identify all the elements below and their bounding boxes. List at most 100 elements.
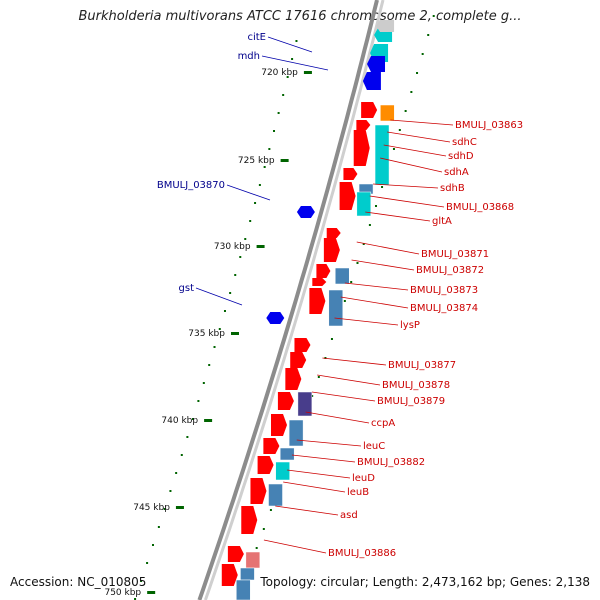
gene-label: sdhA bbox=[444, 167, 469, 178]
scale-tick bbox=[175, 506, 184, 509]
reverse-gene-arrow bbox=[367, 56, 386, 72]
gene-label: BMULJ_03868 bbox=[446, 202, 514, 213]
gene-label: leuC bbox=[363, 441, 385, 452]
gene-box bbox=[297, 391, 313, 417]
inner-ring-dot bbox=[163, 508, 166, 510]
reverse-gene-arrow bbox=[362, 72, 381, 90]
gene-box bbox=[334, 267, 350, 285]
scale-tick bbox=[256, 245, 265, 248]
gene-box bbox=[240, 567, 255, 581]
gene-label: ccpA bbox=[371, 418, 395, 429]
inner-ring-dot bbox=[191, 418, 194, 420]
outer-ring-dot bbox=[416, 72, 419, 74]
gene-label: asd bbox=[340, 510, 358, 521]
outer-ring-dot bbox=[421, 53, 424, 55]
inner-ring-dot bbox=[282, 94, 285, 96]
scale-tick-label: 725 kbp bbox=[238, 156, 275, 166]
forward-gene-arrow bbox=[326, 228, 341, 238]
label-leader-line bbox=[373, 183, 439, 189]
forward-gene-arrow bbox=[290, 352, 307, 368]
gene-label: mdh bbox=[238, 51, 260, 62]
label-leader-line bbox=[291, 454, 356, 463]
outer-ring-dot bbox=[381, 186, 384, 188]
inner-ring-dot bbox=[249, 220, 252, 222]
inner-ring-dot bbox=[291, 58, 294, 60]
label-leader-line bbox=[387, 131, 451, 143]
label-leader-line bbox=[380, 157, 443, 173]
outer-ring-dot bbox=[368, 224, 371, 226]
inner-ring-dot bbox=[152, 544, 155, 546]
accession-text: Accession: NC_010805 bbox=[10, 575, 147, 589]
gene-label: BMULJ_03886 bbox=[328, 548, 396, 559]
summary-text: Topology: circular; Length: 2,473,162 bp… bbox=[260, 575, 590, 589]
outer-ring-dot bbox=[362, 243, 365, 245]
outer-ring-dot bbox=[398, 129, 401, 131]
inner-ring-dot bbox=[213, 346, 216, 348]
forward-gene-arrow bbox=[271, 414, 288, 436]
inner-ring-dot bbox=[263, 166, 266, 168]
inner-ring-dot bbox=[258, 184, 261, 186]
inner-ring-dot bbox=[140, 580, 143, 582]
label-leader-line bbox=[317, 374, 381, 386]
backbone-shadow bbox=[203, 0, 385, 600]
gene-label: BMULJ_03870 bbox=[157, 180, 225, 191]
inner-ring-dot bbox=[286, 76, 289, 78]
forward-gene-arrow bbox=[294, 338, 311, 352]
gene-box bbox=[356, 191, 372, 217]
reverse-gene-arrow bbox=[376, 20, 395, 32]
outer-ring-dot bbox=[255, 547, 258, 549]
label-leader-line bbox=[275, 505, 339, 516]
outer-ring-dot bbox=[375, 205, 378, 207]
forward-gene-arrow bbox=[339, 182, 356, 210]
forward-gene-arrow bbox=[356, 120, 371, 130]
inner-ring-dot bbox=[175, 472, 178, 474]
forward-gene-arrow bbox=[277, 392, 294, 410]
gene-label: BMULJ_03879 bbox=[377, 396, 445, 407]
outer-ring-dot bbox=[350, 281, 353, 283]
outer-ring-dot bbox=[392, 148, 395, 150]
label-leader-line bbox=[283, 481, 346, 493]
gene-label: gst bbox=[179, 283, 195, 294]
label-leader-line bbox=[390, 119, 454, 126]
inner-ring-dot bbox=[239, 256, 242, 258]
scale-tick-label: 745 kbp bbox=[133, 503, 170, 513]
forward-gene-arrow bbox=[361, 102, 378, 118]
inner-ring-dot bbox=[277, 112, 280, 114]
gene-label: BMULJ_03872 bbox=[416, 265, 484, 276]
outer-ring-dot bbox=[343, 300, 346, 302]
gene-box bbox=[275, 461, 290, 481]
label-leader-line bbox=[344, 282, 409, 291]
gene-label: BMULJ_03877 bbox=[388, 360, 456, 371]
scale-tick-label: 750 kbp bbox=[104, 588, 141, 598]
label-leader-line bbox=[369, 195, 445, 208]
inner-ring-dot bbox=[146, 562, 149, 564]
scale-tick-label: 720 kbp bbox=[261, 68, 298, 78]
gene-box bbox=[374, 124, 390, 186]
forward-gene-arrow bbox=[309, 288, 326, 314]
inner-ring-dot bbox=[186, 436, 189, 438]
inner-ring-dot bbox=[244, 238, 247, 240]
reverse-gene-arrow bbox=[296, 206, 315, 218]
scale-tick-label: 735 kbp bbox=[188, 329, 225, 339]
scale-tick bbox=[280, 159, 289, 162]
label-leader-line bbox=[296, 439, 362, 447]
gene-label: sdhB bbox=[440, 183, 465, 194]
forward-gene-arrow bbox=[250, 478, 267, 504]
outer-ring-dot bbox=[404, 110, 407, 112]
forward-gene-arrow bbox=[316, 264, 331, 278]
inner-ring-dot bbox=[234, 274, 237, 276]
inner-ring-dot bbox=[180, 454, 183, 456]
gene-label: BMULJ_03874 bbox=[410, 303, 478, 314]
outer-ring-dot bbox=[432, 15, 435, 17]
label-leader-line bbox=[351, 259, 415, 271]
map-title: Burkholderia multivorans ATCC 17616 chro… bbox=[78, 9, 522, 24]
label-leader-line bbox=[261, 55, 329, 71]
forward-gene-arrow bbox=[241, 506, 258, 534]
gene-label: BMULJ_03873 bbox=[410, 285, 478, 296]
gene-label: sdhD bbox=[448, 151, 474, 162]
label-leader-line bbox=[365, 211, 431, 222]
outer-ring-dot bbox=[410, 91, 413, 93]
forward-gene-arrow bbox=[263, 438, 280, 454]
scale-tick bbox=[147, 591, 156, 594]
